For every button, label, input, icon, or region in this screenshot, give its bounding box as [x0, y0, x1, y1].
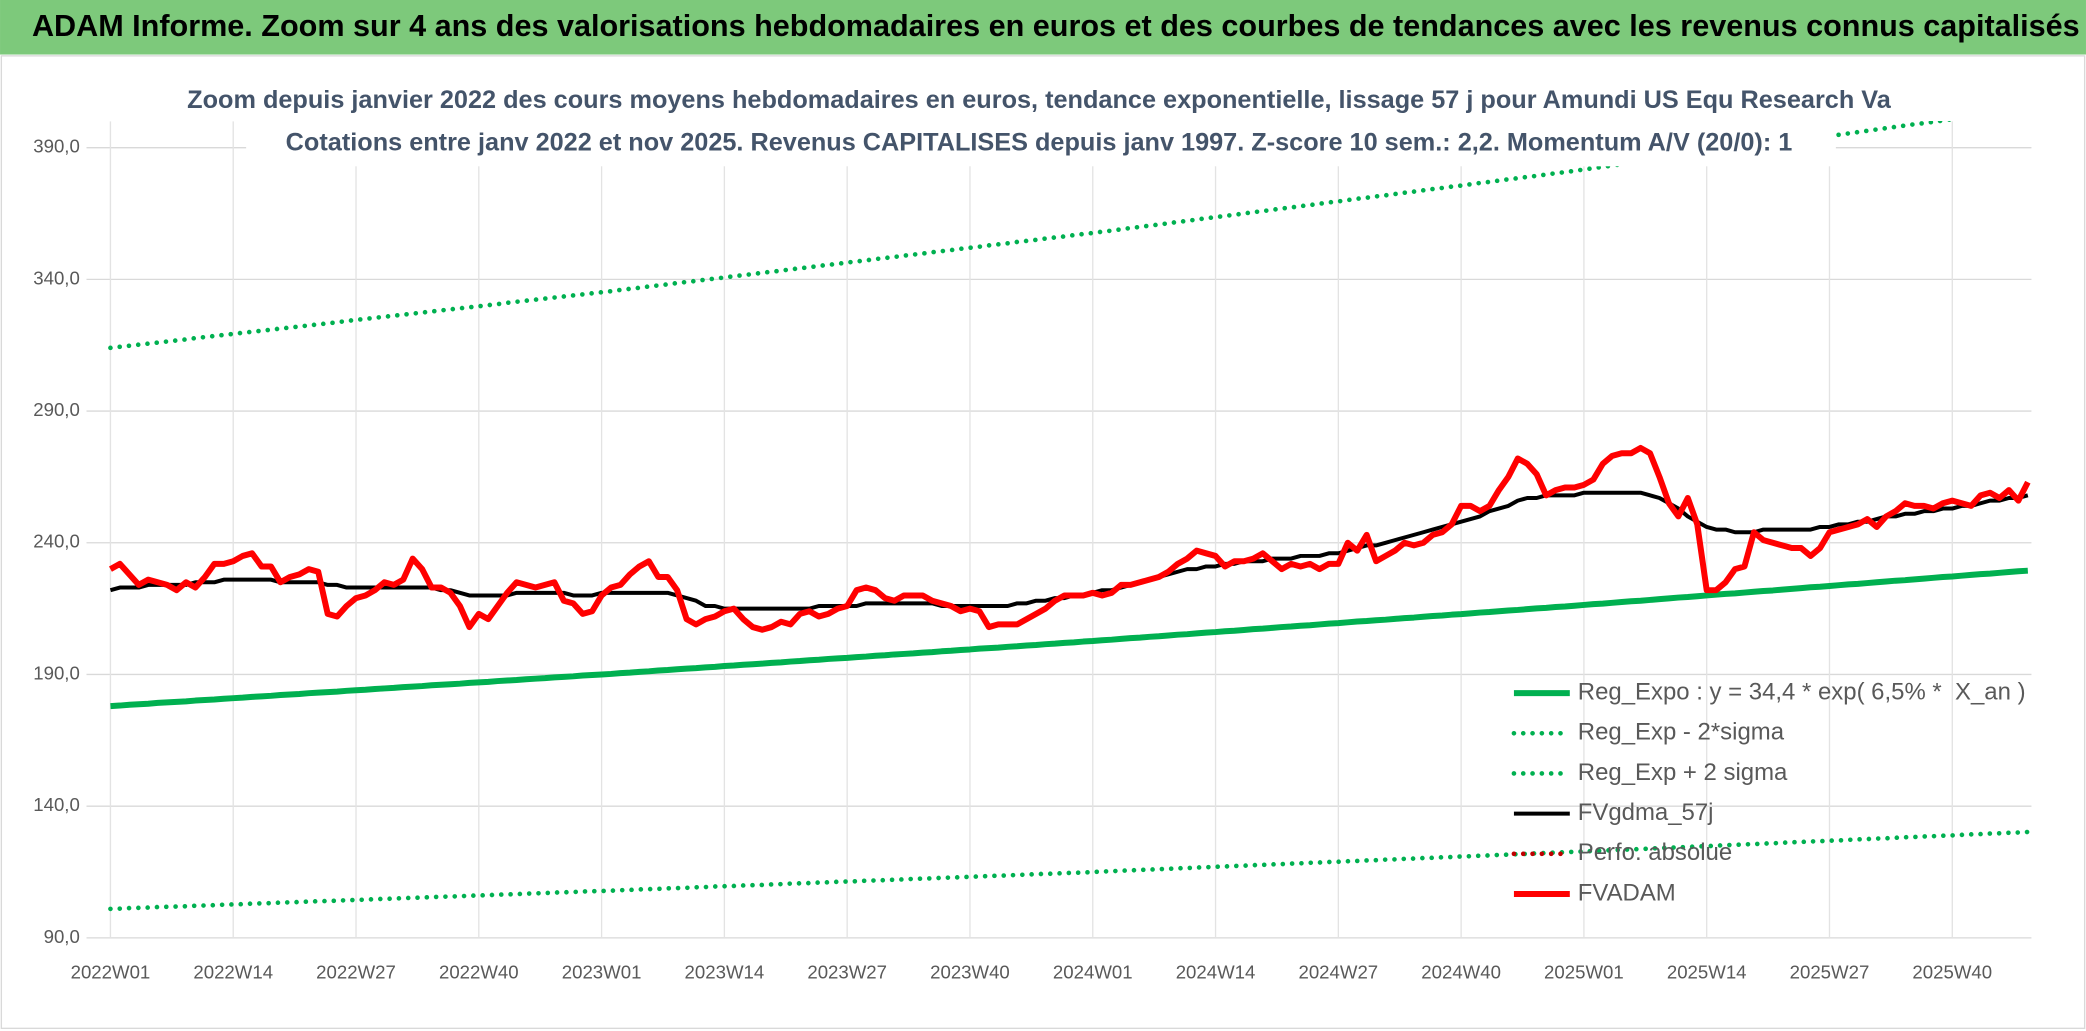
legend-label: FVADAM: [1578, 879, 1676, 906]
chart-border: [0, 55, 2086, 1030]
subtitle: Zoom depuis janvier 2022 des cours moyen…: [187, 86, 1892, 114]
x-tick-label: 2025W14: [1667, 962, 1747, 983]
y-tick-label: 190,0: [33, 662, 80, 683]
series-line: [110, 567, 2029, 710]
x-tick-label: 2025W01: [1544, 962, 1624, 983]
subtitle: Cotations entre janv 2022 et nov 2025. R…: [286, 128, 1793, 156]
legend-label: Reg_Expo : y = 34,4 * exp( 6,5% * X_an ): [1578, 678, 2026, 705]
x-tick-label: 2023W14: [685, 962, 765, 983]
x-tick-label: 2024W27: [1298, 962, 1378, 983]
chart-title: ADAM Informe. Zoom sur 4 ans des valoris…: [32, 9, 2080, 43]
x-tick-label: 2022W27: [316, 962, 396, 983]
legend-label: Reg_Exp - 2*sigma: [1578, 719, 1785, 746]
legend-label: Perfo. absolue: [1578, 839, 1732, 866]
y-tick-label: 90,0: [44, 926, 80, 947]
x-tick-label: 2024W40: [1421, 962, 1501, 983]
subtitle-box: [246, 77, 1836, 167]
x-tick-label: 2022W40: [439, 962, 519, 983]
x-tick-label: 2023W27: [807, 962, 887, 983]
y-tick-label: 240,0: [33, 531, 80, 552]
legend-label: Reg_Exp + 2 sigma: [1578, 759, 1788, 786]
x-tick-label: 2023W01: [562, 962, 642, 983]
x-tick-label: 2025W40: [1912, 962, 1992, 983]
x-tick-label: 2023W40: [930, 962, 1010, 983]
y-tick-label: 140,0: [33, 794, 80, 815]
x-tick-label: 2024W01: [1053, 962, 1133, 983]
y-tick-label: 390,0: [33, 136, 80, 157]
y-tick-label: 340,0: [33, 267, 80, 288]
y-tick-label: 290,0: [33, 399, 80, 420]
x-tick-label: 2022W14: [193, 962, 273, 983]
series-line: [108, 444, 2031, 633]
legend-label: FVgdma_57j: [1578, 799, 1714, 826]
series-line: [108, 829, 2031, 912]
x-tick-label: 2024W14: [1176, 962, 1256, 983]
header-bar: [0, 0, 2086, 55]
x-tick-label: 2025W27: [1790, 962, 1870, 983]
x-tick-label: 2022W01: [71, 962, 151, 983]
